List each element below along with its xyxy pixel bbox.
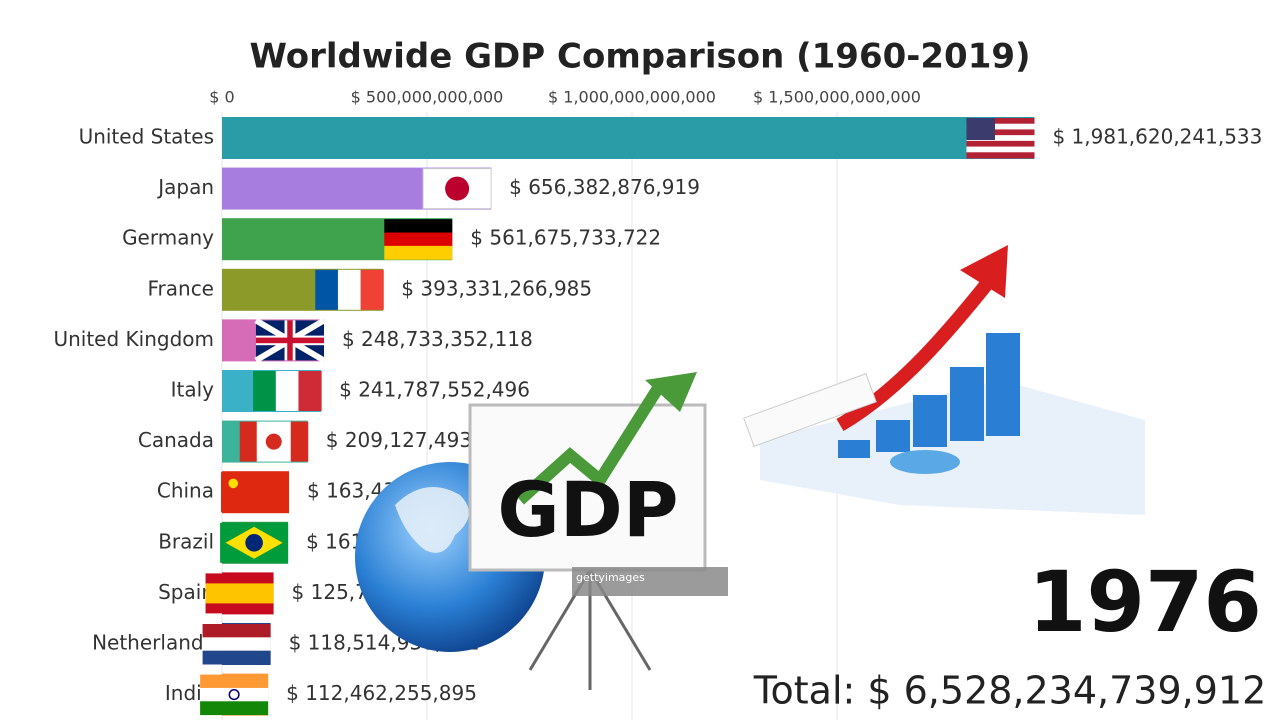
flag-part [200, 701, 269, 716]
flag [422, 168, 492, 210]
value-label: $ 393,331,266,985 [401, 276, 592, 300]
chart-title: Worldwide GDP Comparison (1960-2019) [249, 37, 1030, 77]
flag-part [966, 123, 1035, 130]
board-text: GDP [497, 465, 678, 554]
value-label: $ 112,462,255,895 [286, 681, 477, 705]
y-tick-label: Japan [156, 175, 214, 199]
x-tick-label: $ 1,500,000,000,000 [753, 88, 921, 107]
flag-part [966, 135, 1035, 142]
flag-part [256, 421, 275, 462]
flag-part [966, 152, 1035, 159]
presentation-board: GDP gettyimages [468, 372, 728, 690]
y-tick-label: United States [79, 125, 214, 149]
flag [254, 317, 326, 363]
flag-part [315, 269, 339, 310]
flag [315, 269, 384, 310]
value-label: $ 241,787,552,496 [339, 378, 530, 402]
flag [239, 421, 309, 462]
flag [200, 674, 269, 716]
flag-part [384, 232, 453, 247]
value-label: $ 561,675,733,722 [470, 226, 661, 250]
flag-part [290, 421, 309, 462]
value-label: $ 656,382,876,919 [509, 175, 700, 199]
flag-part [202, 650, 271, 665]
flag-part [337, 269, 362, 310]
flag-part [966, 140, 1035, 148]
flag-part [228, 689, 240, 701]
x-tick-label: $ 500,000,000,000 [351, 88, 504, 107]
flag [220, 522, 289, 563]
flag [205, 573, 274, 614]
flag-part [966, 146, 1035, 153]
flag-part [228, 478, 239, 489]
y-tick-label: Germany [122, 226, 214, 250]
y-tick-label: France [147, 276, 214, 300]
flag [966, 118, 1035, 159]
y-tick-label: Brazil [158, 529, 214, 553]
flag-part [202, 624, 271, 638]
flag [384, 219, 453, 260]
flag-part [275, 371, 299, 411]
watermark: gettyimages [576, 571, 645, 584]
flag-part [200, 687, 269, 702]
flag-part [245, 534, 263, 552]
flag-part [966, 118, 996, 140]
flag-part [221, 472, 290, 513]
growth-chart-image [743, 245, 1145, 515]
bar [222, 117, 1035, 159]
flag-part [298, 371, 322, 411]
flag-part [265, 433, 282, 450]
flag-part [202, 637, 271, 652]
flag-part [273, 421, 292, 462]
flag [253, 371, 322, 411]
flag-part [200, 674, 269, 689]
y-tick-label: United Kingdom [53, 327, 214, 351]
flag-part [287, 320, 293, 361]
flag-part [253, 371, 277, 411]
x-tick-label: $ 0 [209, 88, 234, 107]
y-tick-label: Spain [158, 580, 214, 604]
flag-part [384, 245, 453, 260]
flag [202, 624, 271, 665]
value-label: $ 1,981,620,241,533 [1052, 125, 1262, 149]
flag-part [239, 421, 258, 462]
year-label: 1976 [1028, 553, 1262, 651]
flag [221, 472, 290, 513]
x-tick-label: $ 1,000,000,000,000 [548, 88, 716, 107]
flag-part [966, 129, 1035, 136]
flag-part [384, 219, 453, 234]
y-tick-label: Netherlands [92, 631, 214, 655]
y-tick-label: Italy [171, 378, 215, 402]
y-tick-label: China [157, 479, 214, 503]
flag-part [445, 176, 470, 201]
total-label: Total: $ 6,528,234,739,912 [753, 669, 1267, 713]
y-tick-label: Canada [138, 428, 214, 452]
overlay-graphic: GDP gettyimages [355, 245, 1145, 690]
flag-part [360, 269, 384, 310]
flag-part [966, 118, 1035, 125]
flag-part [205, 583, 274, 604]
value-label: $ 248,733,352,118 [342, 327, 533, 351]
